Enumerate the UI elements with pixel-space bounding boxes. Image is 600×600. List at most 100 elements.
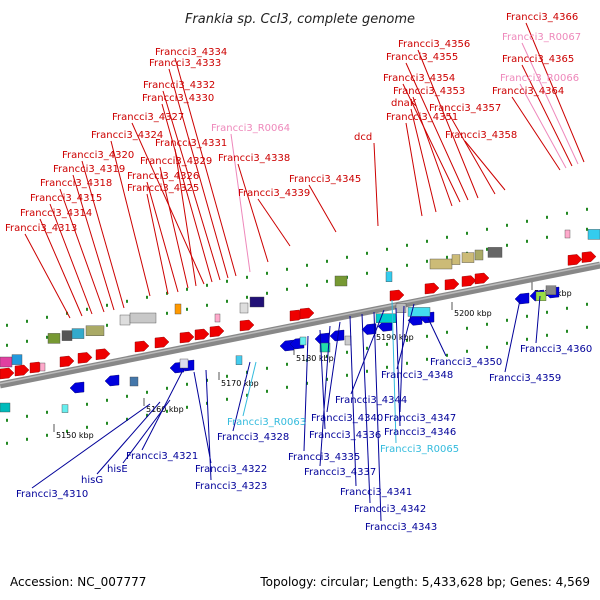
reverse-gene-box: [535, 291, 547, 301]
guide-dot-reverse: [26, 437, 28, 441]
forward-gene-label: Francci3_R0066: [500, 73, 579, 84]
forward-leader-line: [464, 140, 506, 191]
forward-gene-arrow: [59, 355, 75, 368]
tick-label: 5170 kbp: [221, 379, 259, 388]
guide-dot-forward: [286, 267, 288, 271]
reverse-gene-label: hisE: [107, 464, 128, 475]
forward-gene-box: [71, 328, 85, 339]
reverse-gene-label: Francci3_4359: [489, 373, 561, 384]
reverse-gene-label: Francci3_4310: [16, 489, 88, 500]
forward-leader-line: [308, 184, 337, 233]
guide-dot-reverse-inner: [446, 330, 448, 334]
guide-dot-reverse-inner: [206, 378, 208, 382]
guide-dot-reverse: [286, 385, 288, 389]
forward-gene-box: [61, 330, 73, 341]
guide-dot-reverse: [86, 425, 88, 429]
tick-label: 5200 kbp: [454, 309, 492, 318]
forward-leader-line: [59, 188, 105, 313]
guide-dot-reverse: [566, 329, 568, 333]
guide-dot-reverse-inner: [366, 346, 368, 350]
guide-dot-forward-inner: [26, 339, 28, 343]
reverse-gene-box: [0, 402, 11, 413]
gene-features: [0, 229, 600, 413]
forward-leader-line: [257, 198, 291, 247]
guide-dot-reverse: [46, 433, 48, 437]
forward-gene-label: Francci3_4324: [91, 130, 163, 141]
forward-leader-line: [131, 122, 205, 285]
guide-dot-reverse-inner: [26, 414, 28, 418]
reverse-leader-line: [326, 321, 341, 413]
reverse-leader-line: [399, 305, 405, 413]
reverse-gene-label: Francci3_4350: [430, 357, 502, 368]
forward-gene-label: Francci3_4330: [142, 93, 214, 104]
guide-dot-reverse: [106, 421, 108, 425]
reverse-rna-feature: [299, 336, 307, 346]
forward-gene-box: [429, 258, 453, 270]
forward-gene-label: Francci3_4339: [238, 188, 310, 199]
forward-gene-label: Francci3_4319: [53, 164, 125, 175]
tick-label: 5160 kbp: [146, 405, 184, 414]
forward-gene-label: Francci3_4355: [386, 52, 458, 63]
guide-dot-forward: [586, 207, 588, 211]
forward-gene-label: Francci3_R0067: [502, 32, 581, 43]
reverse-gene-label: Francci3_4322: [195, 464, 267, 475]
forward-gene-arrow: [77, 352, 93, 364]
forward-gene-arrow: [444, 278, 460, 291]
forward-leader-line: [81, 160, 125, 309]
reverse-gene-arrow: [279, 339, 295, 352]
forward-gene-arrow: [14, 364, 30, 377]
forward-gene-label: Francci3_4313: [5, 223, 77, 234]
forward-leader-line: [511, 96, 561, 171]
forward-gene-arrow: [134, 340, 150, 353]
forward-gene-arrow: [95, 348, 111, 361]
forward-leader-line: [162, 90, 221, 281]
tick-5: 5200 kbp: [451, 302, 492, 318]
guide-dot-reverse: [306, 381, 308, 385]
gene-labels: Francci3_4313 Francci3_4314 Francci3_4315 F…: [5, 12, 592, 533]
guide-dot-reverse-inner: [166, 386, 168, 390]
backbone-bar: [0, 261, 600, 389]
forward-gene-label: Francci3_4357: [429, 103, 501, 114]
guide-dot-forward: [126, 299, 128, 303]
guide-dot-reverse: [186, 405, 188, 409]
forward-gene-label: Francci3_4354: [383, 73, 455, 84]
forward-gene-label: Francci3_4353: [393, 86, 465, 97]
forward-gene-arrow: [567, 254, 583, 266]
forward-leader-line: [448, 113, 496, 195]
forward-leader-line: [161, 103, 213, 283]
reverse-gene-box: [319, 342, 331, 353]
genome-backbone: [0, 207, 600, 445]
reverse-leader-line: [373, 311, 382, 522]
guide-dot-reverse-inner: [6, 418, 8, 422]
forward-gene-label: Francci3_R0064: [211, 123, 290, 134]
guide-dot-forward-inner: [546, 235, 548, 239]
guide-dot-forward: [266, 271, 268, 275]
guide-dot-reverse-inner: [526, 314, 528, 318]
guide-dot-reverse: [166, 409, 168, 413]
forward-gene-arrow: [209, 325, 225, 338]
reverse-gene-box: [235, 355, 243, 365]
forward-gene-label: dcd: [354, 132, 372, 143]
reverse-leader-line: [391, 299, 397, 444]
reverse-leader-line: [232, 361, 251, 432]
reverse-gene-label: Francci3_4344: [335, 395, 407, 406]
forward-gene-box: [0, 356, 13, 368]
reverse-leader-line: [535, 295, 541, 344]
forward-gene-label: Francci3_4326: [127, 171, 199, 182]
reverse-leader-line: [319, 325, 331, 467]
tick-1: 5160 kbp: [143, 398, 184, 414]
forward-leader-line: [24, 233, 71, 319]
tick-0: 5150 kbp: [53, 424, 94, 440]
forward-gene-label: Francci3_4320: [62, 150, 134, 161]
reverse-gene-arrow: [329, 329, 345, 342]
guide-dot-forward: [206, 283, 208, 287]
forward-gene-arrow: [194, 328, 210, 341]
guide-dot-reverse-inner: [546, 310, 548, 314]
forward-leader-line: [410, 108, 437, 213]
genome-summary-text: Topology: circular; Length: 5,433,628 bp…: [259, 575, 590, 589]
guide-dot-reverse: [466, 349, 468, 353]
forward-gene-box: [85, 325, 105, 336]
forward-gene-arrow: [239, 319, 255, 332]
guide-dot-reverse: [506, 341, 508, 345]
guide-dot-reverse-inner: [466, 326, 468, 330]
